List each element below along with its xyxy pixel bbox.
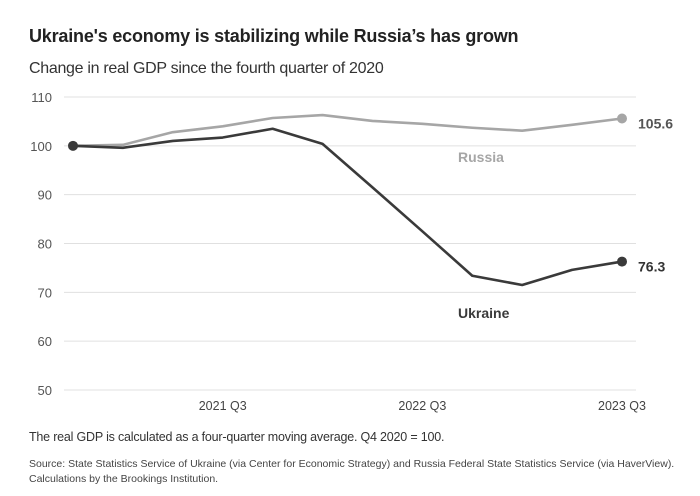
x-tick-label: 2021 Q3 bbox=[199, 399, 247, 413]
y-axis-ticks: 110 100 90 80 70 60 50 bbox=[30, 90, 52, 398]
y-tick-label: 90 bbox=[38, 188, 52, 203]
x-axis-ticks: 2021 Q3 2022 Q3 2023 Q3 bbox=[199, 399, 646, 413]
series-label-ukraine: Ukraine bbox=[458, 305, 510, 321]
series-line-ukraine bbox=[72, 127, 623, 287]
y-tick-label: 50 bbox=[38, 383, 52, 398]
series-labels: Russia Ukraine 105.6 76.3 bbox=[458, 115, 673, 321]
end-point-russia bbox=[617, 113, 627, 124]
y-tick-label: 60 bbox=[38, 334, 52, 349]
series-lines bbox=[68, 113, 627, 287]
x-tick-label: 2023 Q3 bbox=[598, 399, 646, 413]
y-tick-label: 100 bbox=[30, 139, 52, 154]
y-tick-label: 110 bbox=[31, 90, 52, 105]
end-point-ukraine bbox=[617, 256, 627, 267]
series-label-russia: Russia bbox=[458, 149, 504, 165]
gridlines bbox=[64, 96, 636, 391]
start-point bbox=[68, 140, 78, 151]
end-label-russia: 105.6 bbox=[638, 115, 673, 131]
chart-title: Ukraine's economy is stabilizing while R… bbox=[29, 26, 519, 46]
chart-subtitle: Change in real GDP since the fourth quar… bbox=[29, 60, 384, 77]
x-tick-label: 2022 Q3 bbox=[398, 399, 446, 413]
chart-source: Source: State Statistics Service of Ukra… bbox=[29, 458, 675, 485]
y-tick-label: 70 bbox=[38, 285, 52, 300]
end-label-ukraine: 76.3 bbox=[638, 259, 665, 275]
line-chart: 110 100 90 80 70 60 50 2021 Q3 2022 Q3 2023 Q3 R… bbox=[30, 90, 673, 413]
series-line-russia bbox=[72, 113, 623, 148]
y-tick-label: 80 bbox=[38, 237, 52, 252]
chart-note: The real GDP is calculated as a four-qua… bbox=[29, 430, 445, 444]
